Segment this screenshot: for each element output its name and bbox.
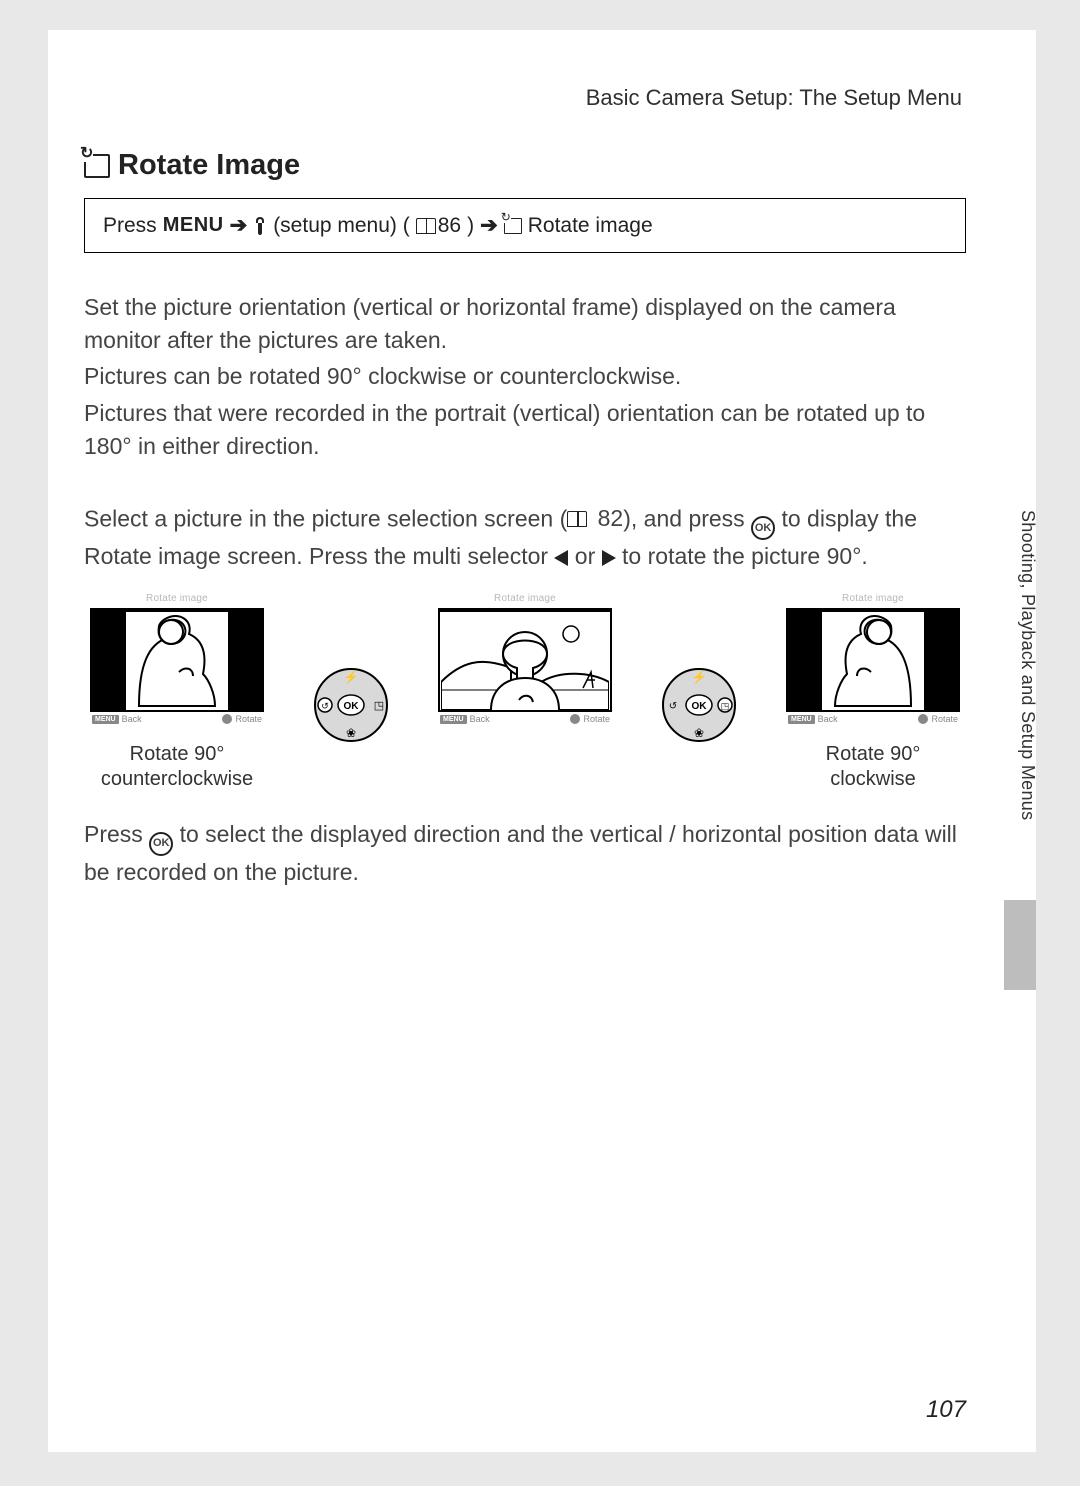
dpad-icon — [570, 714, 580, 724]
rotate-icon — [84, 154, 110, 178]
book-icon — [416, 218, 436, 234]
section-title-text: Rotate Image — [118, 149, 300, 182]
svg-text:◳: ◳ — [374, 700, 384, 712]
svg-text:❀: ❀ — [346, 726, 356, 740]
screen-title: Rotate image — [494, 593, 556, 604]
lcd-screen — [438, 608, 612, 712]
svg-text:⚡: ⚡ — [692, 670, 707, 684]
svg-text:↺: ↺ — [669, 701, 677, 712]
lcd-screen — [786, 608, 960, 712]
paragraph: Pictures that were recorded in the portr… — [84, 397, 966, 462]
menu-button-label: MENU — [163, 214, 224, 237]
final-paragraph: Press OK to select the displayed directi… — [84, 818, 966, 888]
menu-pill: MENU — [92, 715, 119, 724]
menu-pill: MENU — [788, 715, 815, 724]
rotate-image-label: Rotate image — [528, 214, 653, 238]
svg-text:↺: ↺ — [321, 701, 329, 711]
manual-page: Basic Camera Setup: The Setup Menu Rotat… — [48, 30, 1036, 1452]
svg-text:⚡: ⚡ — [344, 670, 359, 684]
setup-menu-label-a: (setup menu) ( — [273, 214, 410, 238]
lcd-footer: MENUBack Rotate — [438, 714, 612, 724]
dpad-icon — [918, 714, 928, 724]
lcd-footer: MENUBack Rotate — [90, 714, 264, 724]
paragraph: Pictures can be rotated 90° clockwise or… — [84, 360, 966, 393]
screen-title: Rotate image — [146, 593, 208, 604]
menu-path-box: Press MENU ➔ (setup menu) ( 86 ) ➔ Rotat… — [84, 198, 966, 253]
lcd-footer: MENUBack Rotate — [786, 714, 960, 724]
dpad-icon — [222, 714, 232, 724]
caption-ccw: Rotate 90° counterclockwise — [101, 742, 253, 792]
screen-portrait-left: Rotate image MENUBack Rotate Rotate 90° … — [90, 593, 264, 792]
svg-text:OK: OK — [692, 701, 708, 712]
lcd-screen — [90, 608, 264, 712]
press-label: Press — [103, 214, 157, 238]
side-tab — [1004, 900, 1036, 990]
svg-text:OK: OK — [344, 701, 360, 712]
multi-selector-dial: OK ⚡ ❀ ◳ ↺ — [313, 667, 389, 743]
left-arrow-icon — [554, 550, 568, 566]
menu-pill: MENU — [440, 715, 467, 724]
svg-text:◳: ◳ — [721, 701, 730, 711]
caption-cw: Rotate 90° clockwise — [826, 742, 921, 792]
instruction-paragraph: Select a picture in the picture selectio… — [84, 502, 966, 573]
page-ref-number: 86 — [438, 214, 461, 238]
screen-landscape-center: Rotate image MENUBack Rotate — [438, 593, 612, 724]
page-reference: 86 — [416, 214, 461, 238]
portrait-illustration — [833, 614, 913, 708]
side-section-label: Shooting, Playback and Setup Menus — [1017, 510, 1038, 820]
paragraph: Set the picture orientation (vertical or… — [84, 291, 966, 356]
intro-paragraphs: Set the picture orientation (vertical or… — [84, 291, 966, 462]
screen-portrait-right: Rotate image MENUBack Rotate Rotate 90° — [786, 593, 960, 792]
rotate-diagram-row: Rotate image MENUBack Rotate Rotate 90° … — [84, 593, 966, 792]
setup-menu-label-b: ) — [467, 214, 474, 238]
ok-icon: OK — [149, 832, 173, 856]
right-arrow-icon — [602, 550, 616, 566]
page-reference: 82 — [567, 502, 623, 535]
arrow-icon: ➔ — [230, 213, 248, 238]
wrench-icon — [253, 217, 267, 235]
page-number: 107 — [926, 1396, 966, 1424]
landscape-illustration — [441, 612, 609, 710]
multi-selector-dial: OK ⚡ ❀ ↺ ◳ — [661, 667, 737, 743]
section-title: Rotate Image — [84, 149, 966, 182]
rotate-icon — [504, 218, 522, 234]
screen-title: Rotate image — [842, 593, 904, 604]
header-breadcrumb: Basic Camera Setup: The Setup Menu — [84, 85, 966, 111]
arrow-icon: ➔ — [480, 213, 498, 238]
svg-text:❀: ❀ — [694, 726, 704, 740]
ok-icon: OK — [751, 516, 775, 540]
book-icon — [567, 511, 587, 527]
portrait-illustration — [137, 614, 217, 708]
